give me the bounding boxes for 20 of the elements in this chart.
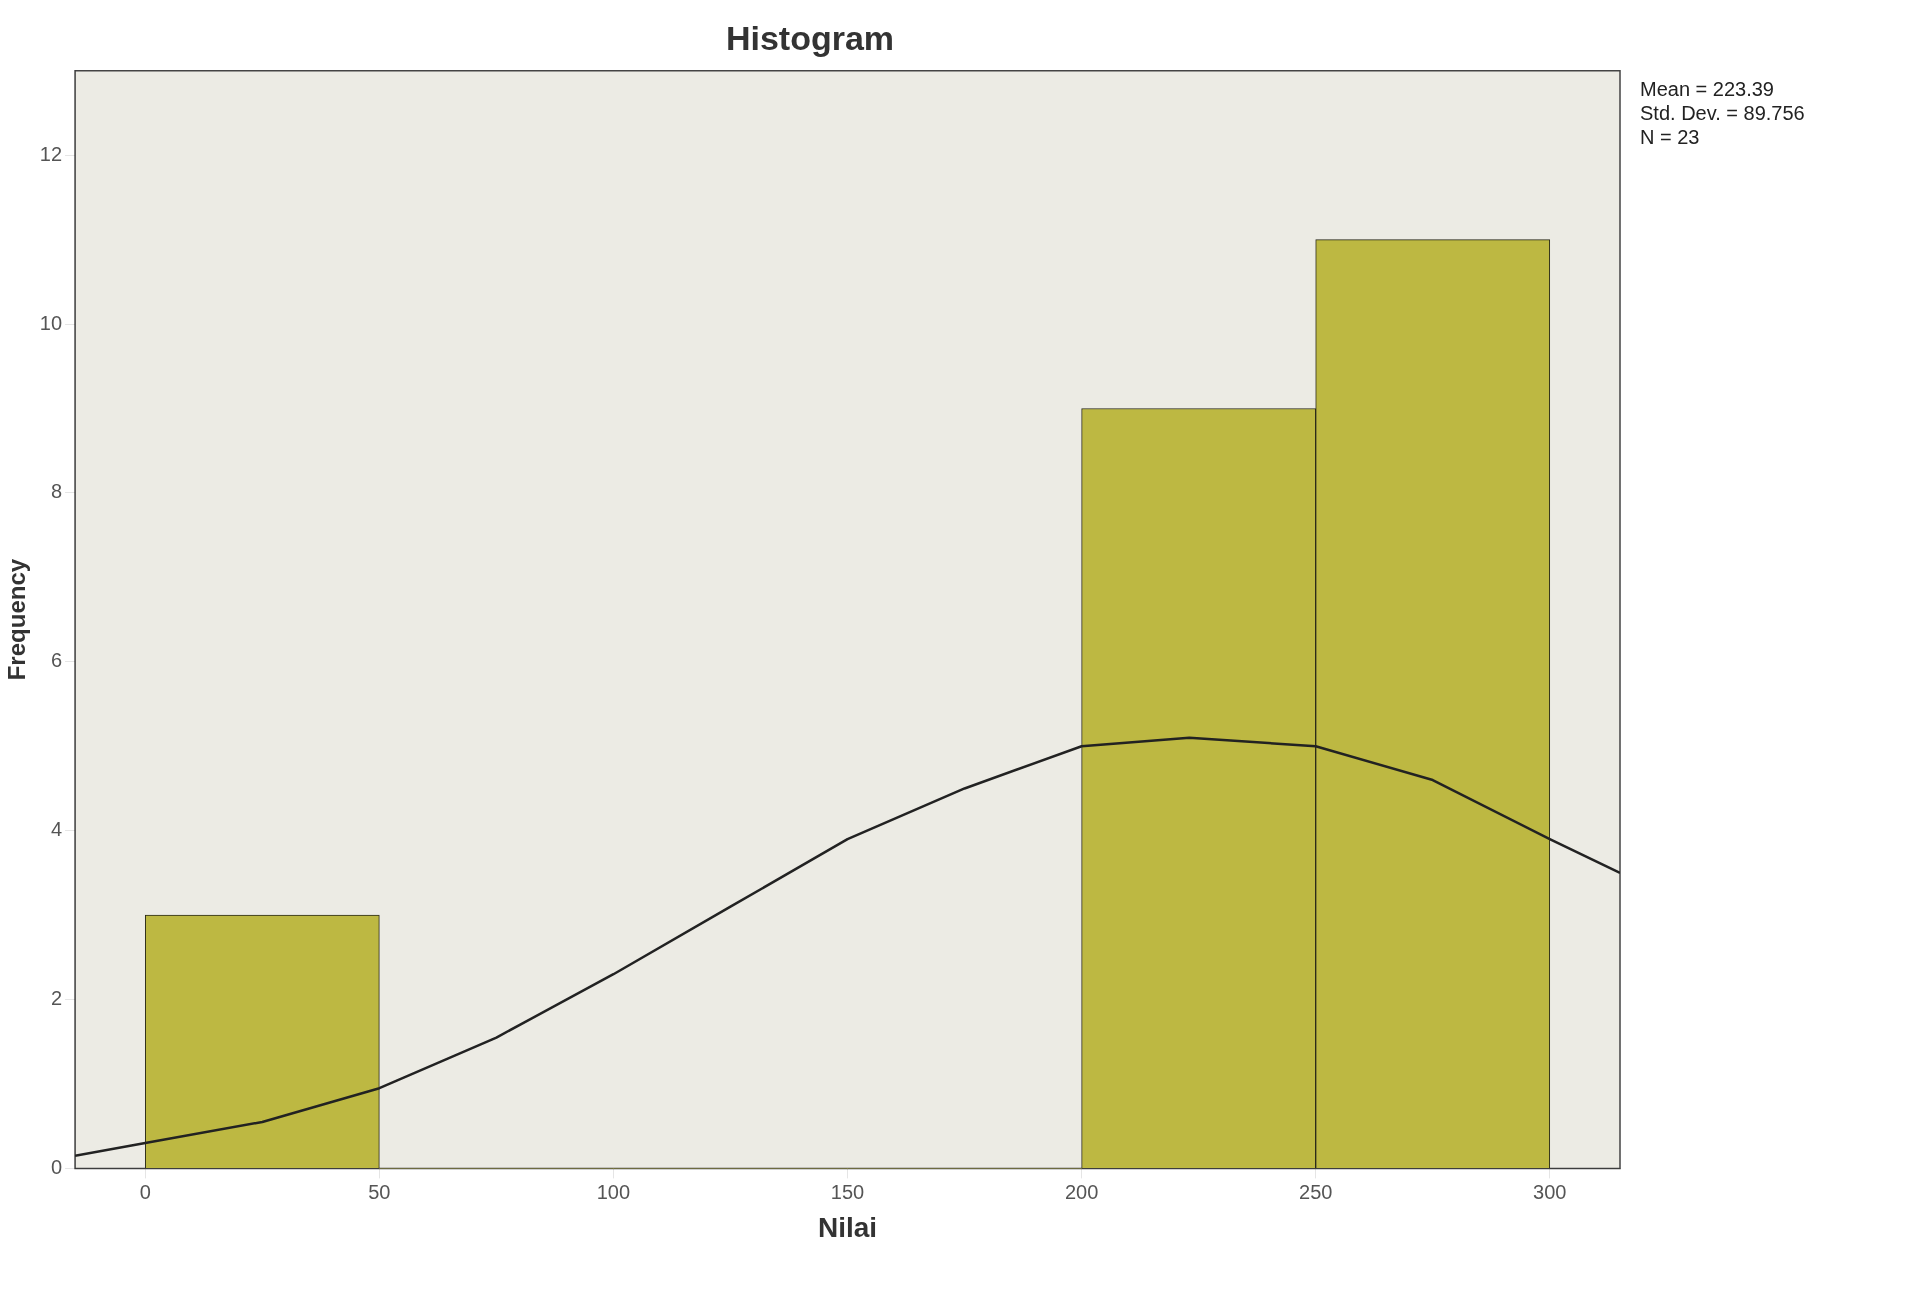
x-tick-label: 0 bbox=[139, 1180, 151, 1203]
y-tick-label: 6 bbox=[50, 649, 63, 672]
x-tick-label: 300 bbox=[1533, 1180, 1567, 1203]
x-tick-label: 100 bbox=[596, 1180, 631, 1203]
x-tick-label: 200 bbox=[1064, 1180, 1099, 1203]
x-axis-title: Nilai bbox=[817, 1211, 878, 1243]
text: Std. Dev. = 89.756 bbox=[1640, 102, 1805, 125]
text: N = 23 bbox=[1640, 126, 1700, 149]
chart-title: Histogram bbox=[725, 18, 895, 57]
y-tick-label: 4 bbox=[50, 818, 63, 841]
x-tick-label: 150 bbox=[830, 1180, 865, 1203]
y-axis-title: Frequency bbox=[3, 558, 31, 681]
x-tick-label: 250 bbox=[1299, 1180, 1333, 1203]
y-tick-label: 8 bbox=[50, 480, 63, 503]
x-tick-label: 50 bbox=[368, 1180, 391, 1203]
y-tick-label: 2 bbox=[50, 987, 63, 1010]
text: Mean = 223.39 bbox=[1640, 78, 1774, 101]
y-tick-label: 12 bbox=[39, 142, 63, 165]
y-tick-label: 0 bbox=[50, 1155, 63, 1178]
y-tick-label: 10 bbox=[39, 311, 63, 334]
